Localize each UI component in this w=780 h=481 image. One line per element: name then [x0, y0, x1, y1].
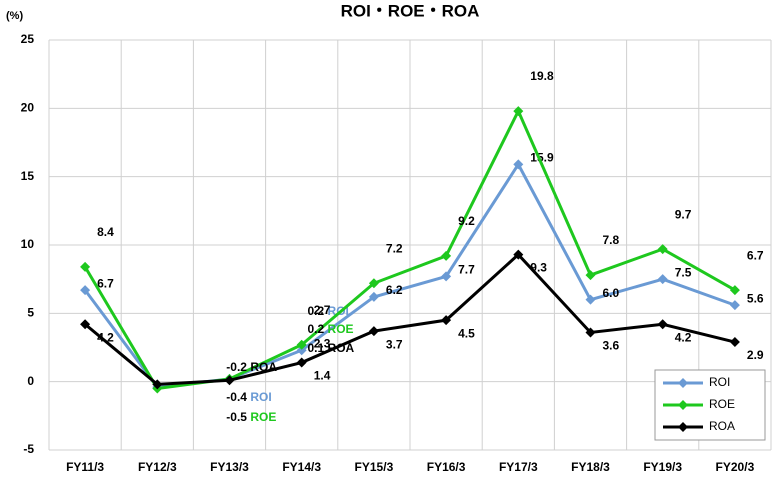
point-marker	[585, 294, 596, 305]
point-marker	[513, 159, 524, 170]
data-label-value: -0.5	[226, 410, 247, 424]
point-marker	[80, 261, 91, 272]
data-label-series: ROE	[328, 322, 354, 336]
y-tick-label: -5	[23, 442, 34, 456]
point-marker	[296, 357, 307, 368]
legend-marker	[678, 400, 688, 410]
y-tick-label: 5	[27, 306, 34, 320]
chart-title: ROI・ROE・ROA	[341, 1, 480, 20]
data-label-value: -0.4	[226, 390, 247, 404]
point-marker	[657, 319, 668, 330]
data-label: 2.3	[314, 336, 331, 350]
point-marker	[729, 300, 740, 311]
series-line	[84, 252, 736, 386]
point-marker	[729, 337, 740, 348]
data-label-value: 0.2	[308, 304, 325, 318]
point-marker	[585, 327, 596, 338]
data-label: 7.8	[603, 233, 620, 247]
legend-marker	[678, 422, 688, 432]
data-label: -0.4 ROI	[226, 390, 271, 404]
x-tick-label: FY17/3	[499, 460, 538, 474]
data-label: 7.2	[386, 241, 403, 255]
data-label: 3.6	[603, 339, 620, 353]
point-marker	[224, 375, 235, 386]
data-label: 3.7	[386, 337, 403, 351]
data-label-series: ROA	[328, 341, 355, 355]
point-marker	[513, 106, 524, 117]
data-label: -0.2 ROA	[226, 360, 277, 374]
point-marker	[441, 315, 452, 326]
point-marker	[296, 339, 307, 350]
x-tick-label: FY12/3	[138, 460, 177, 474]
point-marker	[368, 278, 379, 289]
point-marker	[152, 379, 163, 390]
point-marker	[585, 270, 596, 281]
point-marker	[729, 285, 740, 296]
data-label-value: 0.1	[308, 341, 325, 355]
data-label: 6.0	[603, 286, 620, 300]
data-label: 8.4	[97, 225, 114, 239]
point-marker	[80, 319, 91, 330]
x-tick-label: FY11/3	[66, 460, 104, 474]
y-tick-label: 25	[21, 32, 35, 46]
data-label: 2.9	[747, 348, 764, 362]
point-marker	[80, 285, 91, 296]
data-label: 19.8	[530, 69, 554, 83]
legend-label: ROI	[709, 375, 730, 389]
y-tick-label: 15	[21, 169, 35, 183]
point-marker	[368, 326, 379, 337]
data-label-series: ROI	[250, 390, 271, 404]
data-label-value: -0.2	[226, 360, 247, 374]
point-marker	[441, 250, 452, 261]
data-label: 7.7	[458, 263, 475, 277]
data-label-series: ROE	[250, 410, 276, 424]
legend-marker	[678, 378, 688, 388]
data-label: 6.7	[747, 248, 764, 262]
data-label: 9.3	[530, 261, 547, 275]
x-tick-label: FY14/3	[282, 460, 321, 474]
point-marker	[513, 249, 524, 260]
x-tick-label: FY18/3	[571, 460, 610, 474]
x-tick-label: FY16/3	[427, 460, 466, 474]
x-tick-label: FY20/3	[716, 460, 755, 474]
data-label-value: 0.2	[308, 322, 325, 336]
point-marker	[296, 345, 307, 356]
data-label-series: ROA	[250, 360, 277, 374]
data-label: 9.2	[458, 214, 475, 228]
data-label: 4.2	[97, 330, 114, 344]
x-tick-label: FY13/3	[210, 460, 249, 474]
point-marker	[657, 274, 668, 285]
point-marker	[657, 244, 668, 255]
point-marker	[441, 271, 452, 282]
data-label: 6.2	[386, 283, 403, 297]
data-label: 4.2	[675, 330, 692, 344]
data-label: 4.5	[458, 326, 475, 340]
y-tick-label: 20	[21, 101, 35, 115]
data-label: 0.2 ROE	[308, 322, 354, 336]
y-tick-label: 10	[21, 237, 35, 251]
legend-label: ROA	[709, 419, 735, 433]
data-label: 2.7	[314, 303, 331, 317]
data-label: 5.6	[747, 291, 764, 305]
data-label: 9.7	[675, 207, 692, 221]
data-label: 0.1 ROA	[308, 341, 355, 355]
x-tick-label: FY15/3	[355, 460, 394, 474]
data-label: 6.7	[97, 276, 114, 290]
legend-label: ROE	[709, 397, 735, 411]
x-tick-label: FY19/3	[643, 460, 682, 474]
y-unit: (%)	[6, 10, 23, 22]
data-label: 1.4	[314, 369, 331, 383]
data-label: -0.5 ROE	[226, 410, 276, 424]
y-tick-label: 0	[27, 374, 34, 388]
point-marker	[368, 291, 379, 302]
data-label: 7.5	[675, 265, 692, 279]
